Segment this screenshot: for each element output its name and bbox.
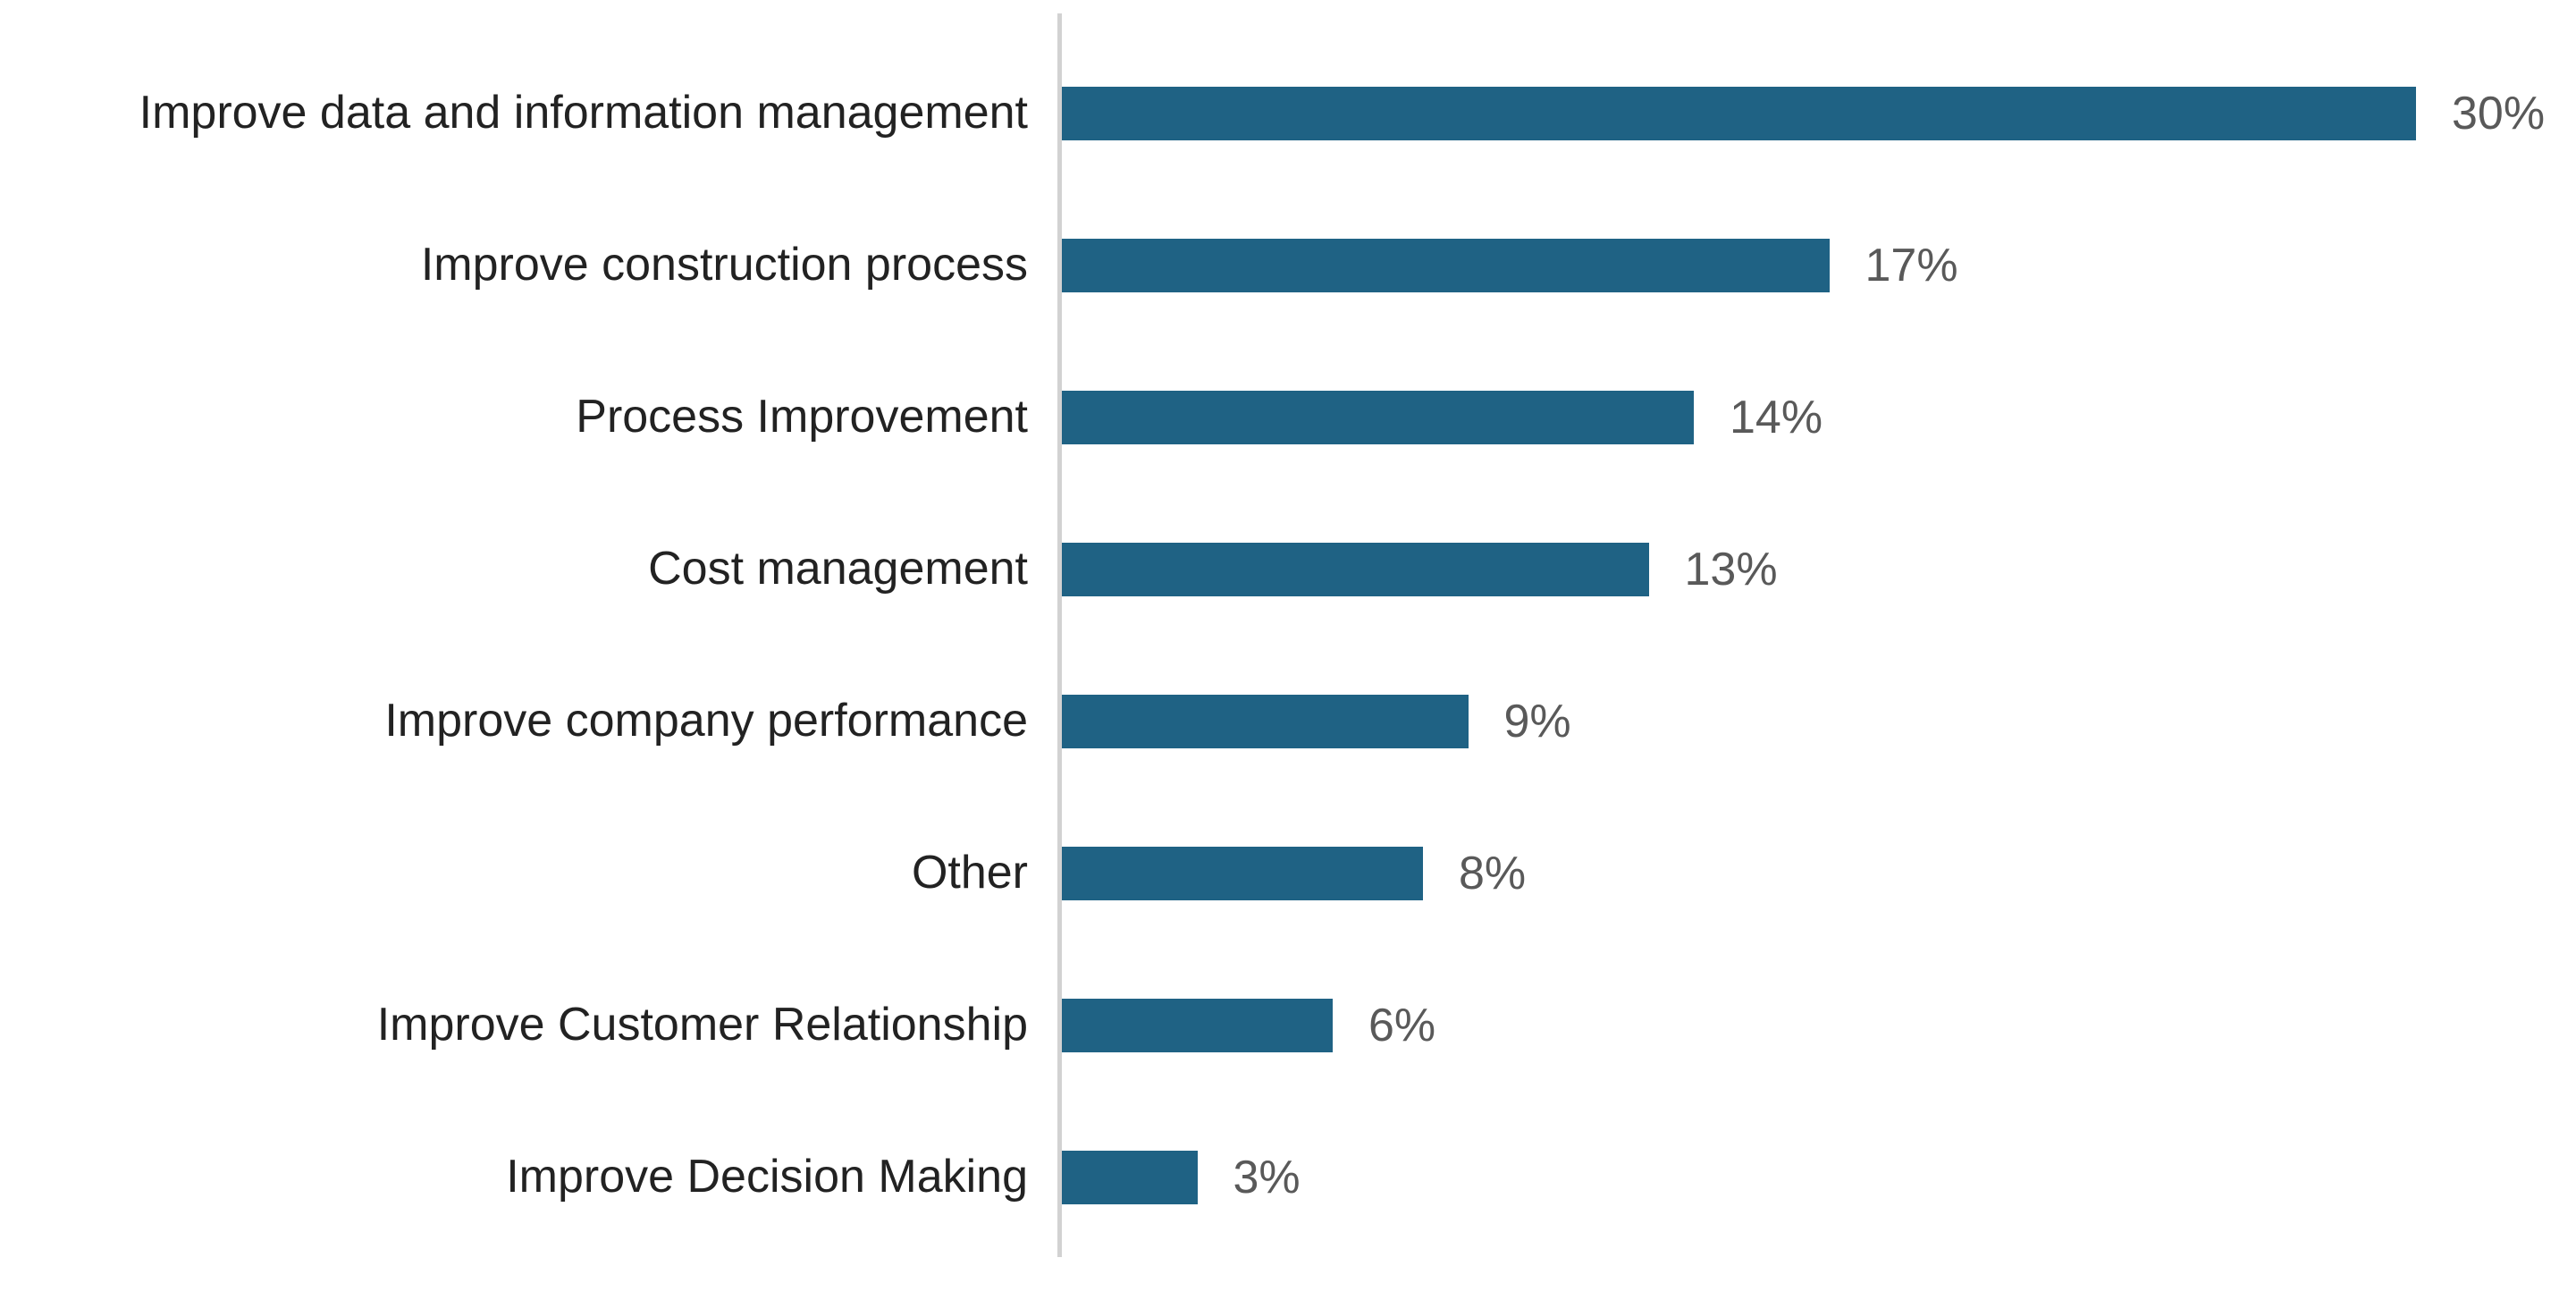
- value-label: 6%: [1368, 1000, 1436, 1051]
- bar-row: Improve data and information management …: [0, 38, 2576, 190]
- value-label: 17%: [1865, 240, 1958, 291]
- bar-row: Improve construction process 17%: [0, 190, 2576, 342]
- bar: [1062, 999, 1333, 1052]
- bar-row: Other 8%: [0, 798, 2576, 950]
- plot-area: 9%: [1057, 646, 2576, 798]
- bar: [1062, 87, 2416, 140]
- category-label: Improve company performance: [384, 695, 1028, 747]
- category-label: Improve Decision Making: [506, 1151, 1028, 1203]
- plot-area: 14%: [1057, 342, 2576, 494]
- value-label: 8%: [1459, 848, 1527, 899]
- chart-rows: Improve data and information management …: [0, 38, 2576, 1254]
- plot-area: 6%: [1057, 950, 2576, 1102]
- bar: [1062, 239, 1830, 292]
- value-label: 3%: [1233, 1152, 1301, 1203]
- bar-row: Process Improvement 14%: [0, 342, 2576, 494]
- value-label: 30%: [2452, 88, 2546, 139]
- y-axis-line: [1057, 13, 1062, 1257]
- category-label: Other: [911, 847, 1028, 899]
- category-label: Improve construction process: [420, 239, 1028, 291]
- bar: [1062, 695, 1469, 748]
- plot-area: 8%: [1057, 798, 2576, 950]
- bar-row: Improve Customer Relationship 6%: [0, 950, 2576, 1102]
- value-label: 14%: [1730, 392, 1823, 443]
- category-label: Improve Customer Relationship: [376, 999, 1028, 1051]
- category-label: Cost management: [648, 543, 1028, 595]
- value-label: 9%: [1503, 696, 1571, 747]
- plot-area: 17%: [1057, 190, 2576, 342]
- plot-area: 13%: [1057, 494, 2576, 646]
- category-label: Process Improvement: [576, 391, 1028, 443]
- bar: [1062, 1151, 1198, 1204]
- bar: [1062, 543, 1649, 596]
- value-label: 13%: [1684, 544, 1778, 595]
- bar: [1062, 391, 1694, 444]
- plot-area: 30%: [1057, 38, 2576, 190]
- bar-row: Improve company performance 9%: [0, 646, 2576, 798]
- bar-row: Cost management 13%: [0, 494, 2576, 646]
- plot-area: 3%: [1057, 1102, 2576, 1254]
- category-label: Improve data and information management: [139, 87, 1028, 139]
- bar: [1062, 847, 1423, 900]
- bar-row: Improve Decision Making 3%: [0, 1102, 2576, 1254]
